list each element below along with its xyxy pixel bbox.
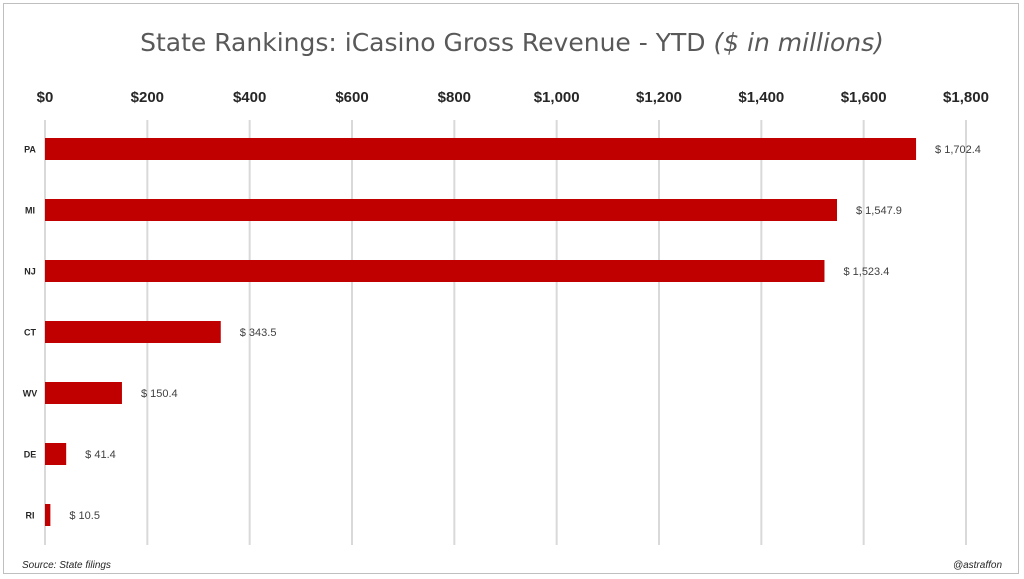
data-label: $ 1,702.4 xyxy=(935,144,981,156)
chart-frame xyxy=(3,3,1019,574)
bar xyxy=(45,199,838,221)
data-label: $ 10.5 xyxy=(69,510,100,522)
category-label: WV xyxy=(23,389,38,399)
author-credit: @astraffon xyxy=(952,560,1002,571)
x-tick-label: $600 xyxy=(335,89,368,106)
bar xyxy=(45,504,51,526)
data-label: $ 343.5 xyxy=(240,327,277,339)
bar xyxy=(45,138,917,160)
chart-title: State Rankings: iCasino Gross Revenue - … xyxy=(0,28,1024,57)
x-tick-label: $1,000 xyxy=(534,89,580,106)
category-label: CT xyxy=(24,328,36,338)
category-label: RI xyxy=(26,511,35,521)
category-label: MI xyxy=(25,206,35,216)
x-tick-label: $200 xyxy=(131,89,164,106)
x-tick-label: $1,800 xyxy=(943,89,989,106)
bar xyxy=(45,321,221,343)
x-tick-label: $1,200 xyxy=(636,89,682,106)
x-tick-label: $400 xyxy=(233,89,266,106)
x-tick-label: $1,600 xyxy=(841,89,887,106)
bar xyxy=(45,260,825,282)
data-label: $ 41.4 xyxy=(85,449,116,461)
data-label: $ 150.4 xyxy=(141,388,178,400)
data-label: $ 1,523.4 xyxy=(843,266,889,278)
x-tick-label: $800 xyxy=(438,89,471,106)
data-label: $ 1,547.9 xyxy=(856,205,902,217)
category-label: DE xyxy=(24,450,37,460)
category-label: NJ xyxy=(24,267,36,277)
category-label: PA xyxy=(24,145,36,155)
chart-title-main: State Rankings: iCasino Gross Revenue - … xyxy=(140,28,706,57)
x-tick-label: $1,400 xyxy=(738,89,784,106)
source-note: Source: State filings xyxy=(22,560,111,571)
chart-title-unit: ($ in millions) xyxy=(713,28,884,57)
bar xyxy=(45,443,67,465)
bar xyxy=(45,382,122,404)
x-tick-label: $0 xyxy=(37,89,54,106)
